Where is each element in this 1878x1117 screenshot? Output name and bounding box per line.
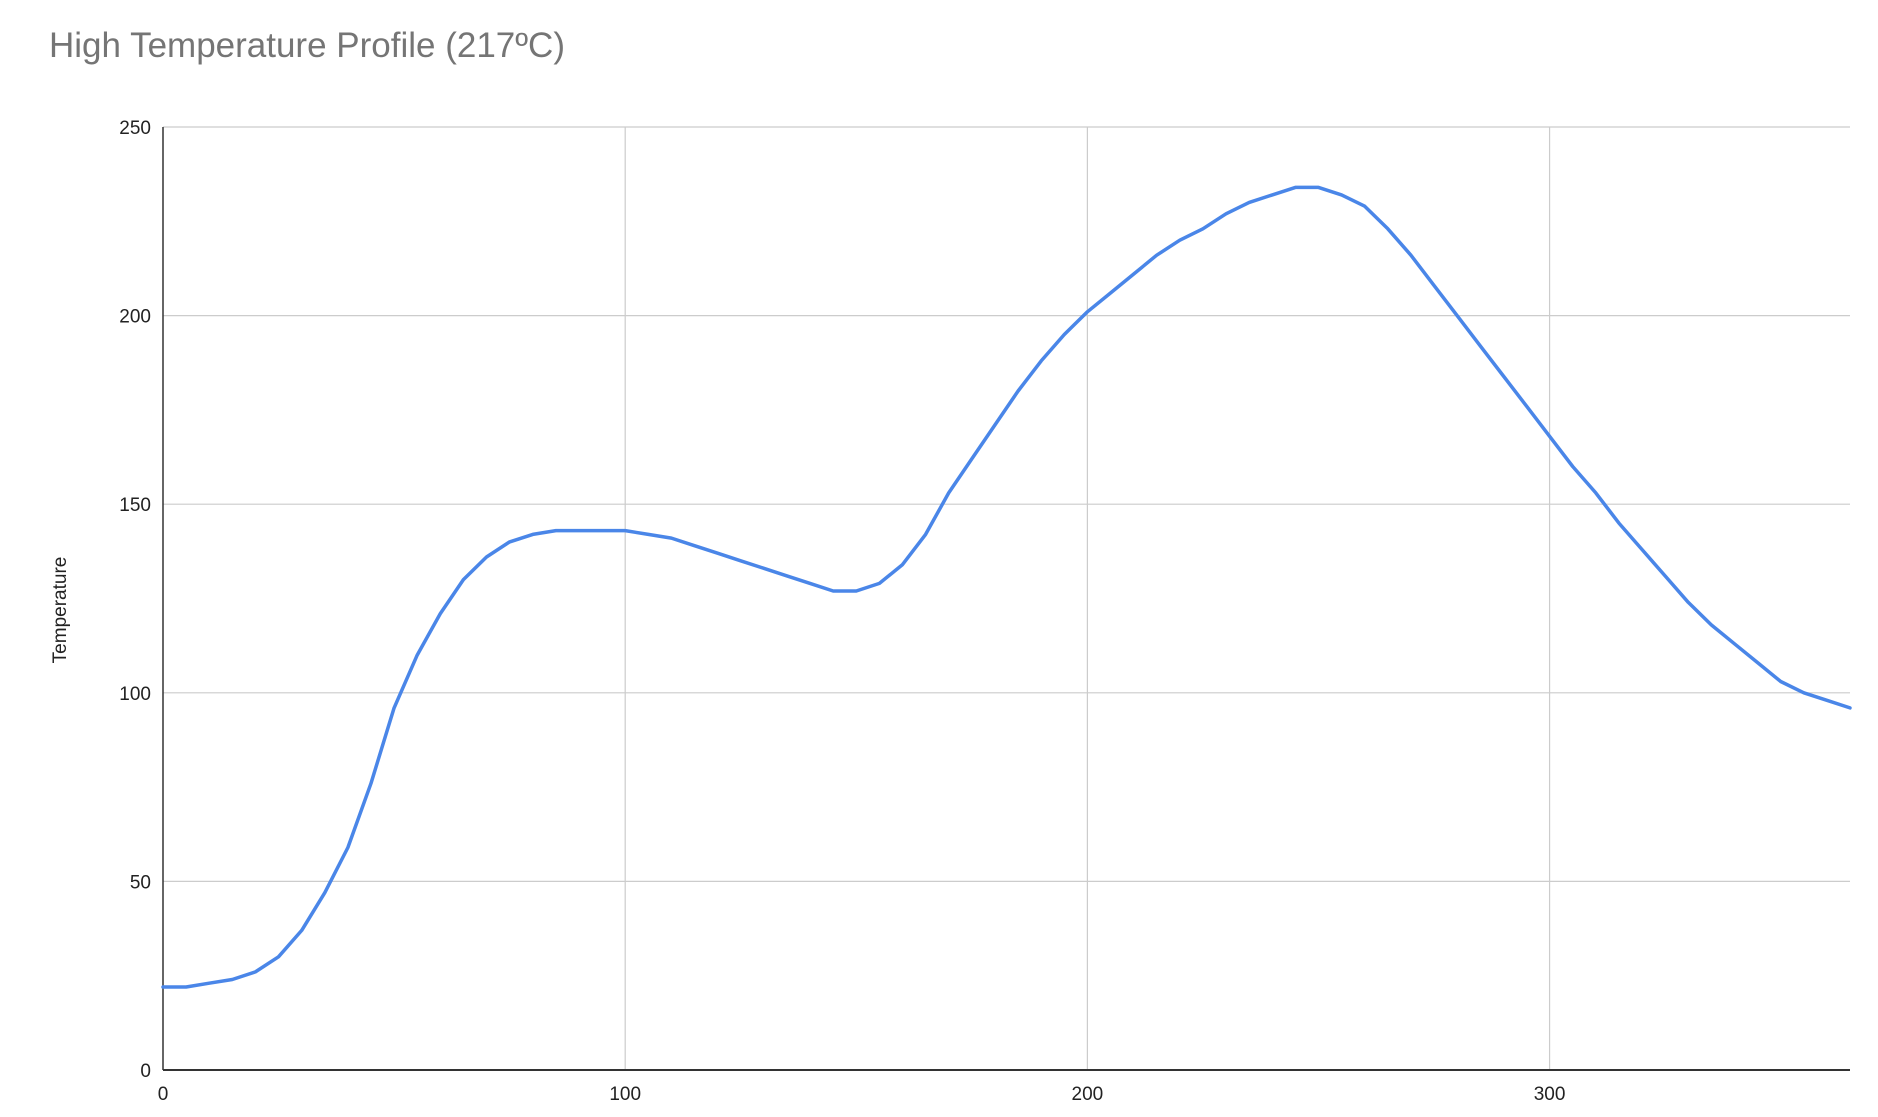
y-tick-label: 100 (119, 684, 151, 705)
series-line-0 (161, 185, 1852, 989)
y-tick-label: 0 (140, 1061, 151, 1082)
x-tick-label: 100 (609, 1084, 641, 1105)
y-tick-label: 250 (119, 118, 151, 139)
y-tick-label: 50 (130, 872, 151, 893)
gridlines (163, 126, 1850, 1070)
x-tick-label: 0 (158, 1084, 169, 1105)
y-tick-label: 150 (119, 495, 151, 516)
tick-labels: 0 50 100 150 200 250 0 100 200 300 (119, 118, 1565, 1105)
series-layer (161, 185, 1852, 989)
x-tick-label: 200 (1072, 1084, 1104, 1105)
chart-title: High Temperature Profile (217ºC) (49, 26, 565, 65)
axes (162, 127, 1850, 1071)
y-axis-title: Temperature (50, 557, 71, 664)
x-tick-label: 300 (1534, 1084, 1566, 1105)
y-tick-label: 200 (119, 307, 151, 328)
